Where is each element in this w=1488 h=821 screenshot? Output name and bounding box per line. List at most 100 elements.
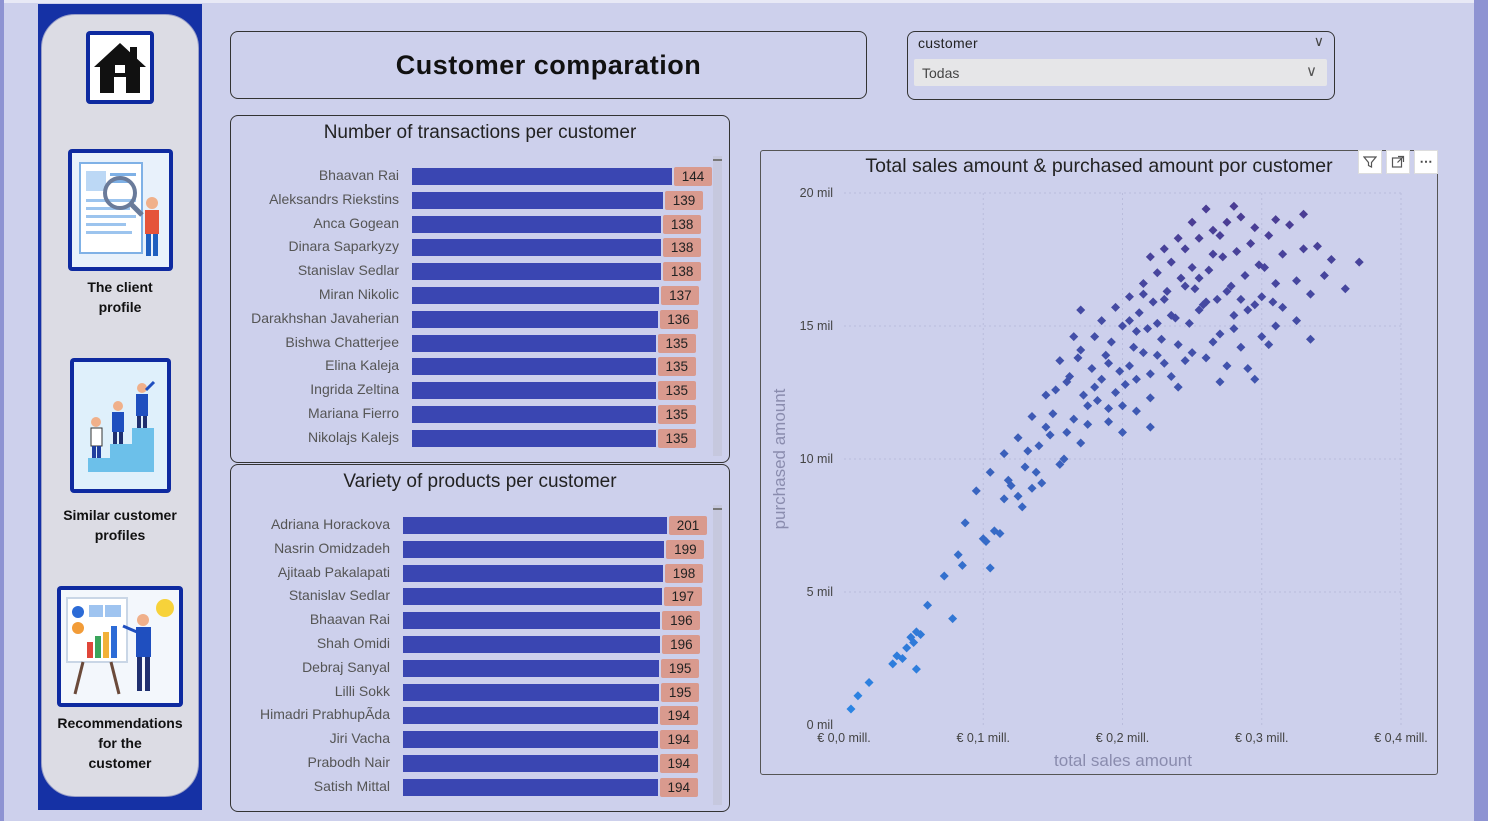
- scatter-point[interactable]: [1299, 244, 1309, 254]
- scatter-point[interactable]: [1243, 305, 1253, 315]
- scatter-point[interactable]: [1118, 401, 1127, 411]
- scatter-point[interactable]: [846, 704, 856, 714]
- scatter-point[interactable]: [1166, 257, 1176, 267]
- scatter-point[interactable]: [1180, 281, 1190, 291]
- scatter-point[interactable]: [1340, 284, 1350, 294]
- customer-slicer[interactable]: customer ∨ Todas ∨: [907, 31, 1335, 100]
- scatter-point[interactable]: [1236, 212, 1246, 222]
- scatter-point[interactable]: [1090, 332, 1100, 342]
- more-options-icon[interactable]: ⋯: [1414, 150, 1438, 174]
- scatter-point[interactable]: [1051, 385, 1061, 395]
- scatter-point[interactable]: [1069, 414, 1079, 424]
- bar[interactable]: [412, 429, 656, 447]
- scatter-point[interactable]: [1187, 348, 1197, 358]
- scatter-point[interactable]: [1166, 310, 1176, 320]
- scatter-point[interactable]: [1118, 427, 1127, 437]
- scatter-point[interactable]: [999, 494, 1009, 504]
- scatter-point[interactable]: [1097, 374, 1107, 384]
- scatter-point[interactable]: [1299, 209, 1309, 219]
- scatter-point[interactable]: [1173, 233, 1183, 243]
- scatter-point[interactable]: [1097, 316, 1107, 326]
- scatter-point[interactable]: [902, 643, 912, 653]
- scatter-point[interactable]: [1159, 358, 1169, 368]
- scatter-point[interactable]: [1045, 430, 1055, 440]
- scatter-point[interactable]: [1138, 289, 1148, 299]
- scatter-point[interactable]: [1073, 353, 1083, 363]
- scatter-point[interactable]: [1027, 411, 1037, 421]
- scatter-point[interactable]: [1145, 393, 1155, 403]
- scatter-point[interactable]: [985, 563, 995, 573]
- scatter-point[interactable]: [948, 614, 958, 624]
- scatter-point[interactable]: [1260, 262, 1270, 272]
- scatter-point[interactable]: [1041, 390, 1051, 400]
- scatter-point[interactable]: [1006, 481, 1016, 491]
- nav-similar-profiles-label[interactable]: Similar customer profiles: [63, 507, 177, 543]
- scatter-point[interactable]: [1104, 417, 1114, 427]
- scatter-point[interactable]: [1083, 419, 1093, 429]
- chevron-down-icon[interactable]: ∨: [1306, 63, 1317, 80]
- scatter-point[interactable]: [1218, 252, 1228, 262]
- scatter-point[interactable]: [1148, 297, 1158, 307]
- scatter-point[interactable]: [1048, 409, 1058, 419]
- scatter-point[interactable]: [1152, 318, 1162, 328]
- scrollbar-thumb[interactable]: [713, 508, 722, 510]
- scatter-point[interactable]: [1180, 356, 1190, 366]
- scatter-point[interactable]: [1124, 316, 1134, 326]
- scatter-point[interactable]: [1271, 321, 1281, 331]
- variety-scrollbar[interactable]: [713, 505, 722, 805]
- scatter-point[interactable]: [1285, 220, 1295, 230]
- scatter-point[interactable]: [1159, 244, 1169, 254]
- bar[interactable]: [403, 755, 658, 772]
- scatter-point[interactable]: [1120, 380, 1130, 390]
- scatter-point[interactable]: [1278, 302, 1288, 312]
- scatter-point[interactable]: [1062, 377, 1072, 387]
- bar[interactable]: [403, 564, 664, 582]
- scatter-point[interactable]: [1079, 390, 1089, 400]
- customer-dropdown[interactable]: Todas ∨: [914, 59, 1327, 86]
- focus-mode-icon[interactable]: [1386, 150, 1410, 174]
- scatter-point[interactable]: [1208, 225, 1218, 235]
- scatter-point[interactable]: [1069, 332, 1079, 342]
- scatter-point[interactable]: [1187, 262, 1197, 272]
- scatter-point[interactable]: [1250, 374, 1260, 384]
- scatter-point[interactable]: [1268, 297, 1278, 307]
- bar[interactable]: [412, 358, 656, 376]
- scatter-point[interactable]: [985, 467, 995, 477]
- scatter-point[interactable]: [960, 518, 970, 528]
- scatter-point[interactable]: [1194, 273, 1204, 283]
- scatter-point[interactable]: [1246, 239, 1256, 249]
- scatter-point[interactable]: [1076, 438, 1086, 448]
- bar[interactable]: [403, 612, 661, 630]
- bar[interactable]: [412, 239, 662, 257]
- scatter-point[interactable]: [1319, 270, 1329, 280]
- scatter-point[interactable]: [1257, 292, 1267, 302]
- scatter-point[interactable]: [1204, 265, 1214, 275]
- scatter-point[interactable]: [1215, 231, 1225, 241]
- scatter-point[interactable]: [1194, 233, 1204, 243]
- scatter-point[interactable]: [1229, 324, 1239, 334]
- scatter-point[interactable]: [1134, 308, 1144, 318]
- bar[interactable]: [403, 659, 660, 677]
- scatter-point[interactable]: [1215, 329, 1225, 339]
- scatter-point[interactable]: [1184, 318, 1194, 328]
- scatter-point[interactable]: [1208, 249, 1218, 259]
- scatter-point[interactable]: [1059, 454, 1069, 464]
- scatter-point[interactable]: [897, 654, 907, 663]
- scatter-point[interactable]: [1143, 324, 1153, 334]
- scatter-point[interactable]: [1145, 252, 1155, 262]
- nav-recommendations-label[interactable]: Recommendations for the customer: [57, 715, 183, 771]
- scatter-point[interactable]: [1092, 395, 1102, 405]
- filter-icon[interactable]: [1358, 150, 1382, 174]
- scatter-point[interactable]: [957, 560, 967, 570]
- scatter-point[interactable]: [1292, 316, 1302, 326]
- scatter-point[interactable]: [1201, 204, 1211, 214]
- scatter-point[interactable]: [1176, 273, 1186, 283]
- scatter-point[interactable]: [1201, 297, 1211, 307]
- scatter-point[interactable]: [1138, 278, 1148, 288]
- bar[interactable]: [412, 191, 663, 209]
- scatter-point[interactable]: [1062, 427, 1072, 437]
- bar[interactable]: [412, 382, 656, 400]
- scatter-point[interactable]: [1229, 310, 1239, 320]
- scatter-point[interactable]: [1034, 441, 1044, 451]
- bar[interactable]: [403, 540, 665, 558]
